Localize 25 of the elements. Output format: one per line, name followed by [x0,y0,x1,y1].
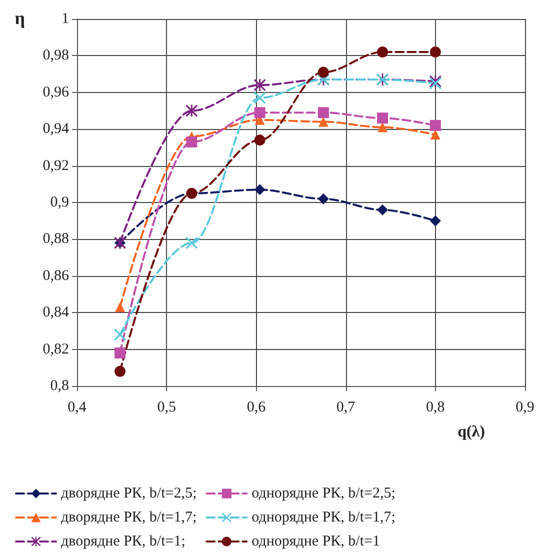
legend-label: однорядне РК, b/t=1,7; [252,510,396,526]
x-tick-label: 0,9 [516,400,534,416]
y-tick-label: 0,96 [42,84,70,100]
y-tick-label: 0,84 [42,304,70,321]
y-tick-label: 0,9 [50,194,69,210]
y-tick-label: 1 [62,11,69,27]
y-tick-label: 0,8 [50,378,69,394]
legend-label: однорядне РК, b/t=1 [252,534,380,550]
legend-label: дворядне РК, b/t=1; [61,534,186,550]
x-axis-title: q(λ) [458,424,485,440]
y-tick-label: 0,88 [42,231,69,248]
y-tick-label: 0,98 [42,48,69,64]
x-tick-label: 0,5 [157,400,176,416]
y-tick-label: 0,92 [42,158,69,174]
legend-label: дворядне РК, b/t=1,7; [61,510,197,526]
y-tick-label: 0,82 [42,341,69,358]
y-tick-label: 0,86 [42,268,70,284]
x-tick-label: 0,7 [336,400,356,416]
x-tick-label: 0,6 [246,400,266,416]
y-tick-label: 0,94 [42,121,70,138]
legend-label: дворядне РК, b/t=2,5; [61,486,197,502]
y-axis-title: η [14,8,25,28]
x-tick-label: 0,4 [68,400,87,416]
x-tick-label: 0,8 [426,400,445,416]
legend-label: однорядне РК, b/t=2,5; [252,486,396,502]
